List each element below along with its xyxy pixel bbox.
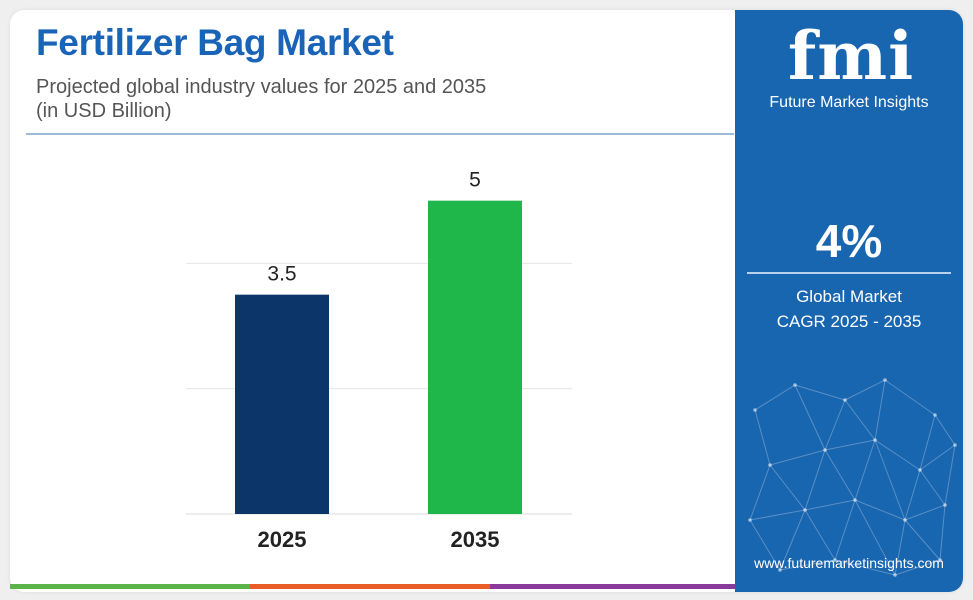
network-node: [823, 448, 827, 452]
network-line: [824, 399, 846, 451]
cagr-value: 4%: [815, 215, 883, 267]
network-node: [748, 518, 752, 522]
network-line: [804, 449, 826, 511]
bar-2035: [428, 200, 522, 514]
network-node: [903, 518, 907, 522]
network-line: [749, 519, 781, 571]
network-line: [804, 499, 856, 511]
network-node: [753, 408, 757, 412]
fmi-logo: fmi: [787, 17, 915, 95]
network-line: [904, 519, 941, 561]
page-title: Fertilizer Bag Market: [36, 22, 394, 63]
title-divider: [26, 133, 734, 135]
network-line: [804, 509, 836, 561]
network-line: [834, 559, 896, 576]
network-line: [904, 504, 946, 521]
network-line: [919, 469, 946, 506]
network-line: [824, 449, 856, 501]
network-line: [749, 509, 806, 521]
strip-segment: [490, 584, 735, 589]
network-node: [883, 378, 887, 382]
network-line: [874, 379, 886, 441]
network-node: [953, 443, 957, 447]
network-line: [779, 559, 836, 571]
network-node: [918, 468, 922, 472]
network-line: [934, 414, 956, 446]
network-line: [854, 439, 876, 501]
network-line: [874, 439, 921, 471]
network-node: [943, 503, 947, 507]
network-line: [944, 444, 956, 506]
network-line: [854, 499, 896, 576]
network-line: [754, 409, 771, 466]
network-line: [824, 439, 876, 451]
data-label-2035: 5: [469, 169, 481, 192]
strip-segment: [250, 584, 490, 589]
network-node: [933, 413, 937, 417]
network-line: [769, 464, 806, 511]
network-node: [843, 398, 847, 402]
network-node: [938, 558, 942, 562]
network-line: [749, 464, 771, 521]
network-line: [894, 559, 941, 576]
network-line: [779, 509, 806, 571]
network-decoration: [748, 378, 957, 577]
network-node: [853, 498, 857, 502]
network-line: [894, 519, 906, 576]
side-panel: fmi Future Market Insights 4% Global Mar…: [735, 10, 963, 592]
bar-2025: [235, 294, 329, 514]
network-node: [768, 463, 772, 467]
x-tick-label-2035: 2035: [451, 527, 500, 552]
network-node: [803, 508, 807, 512]
network-line: [939, 504, 946, 561]
network-line: [854, 499, 906, 521]
network-node: [873, 438, 877, 442]
subtitle: Projected global industry values for 202…: [36, 76, 487, 98]
x-tick-label-2025: 2025: [258, 527, 307, 552]
logo-tagline: Future Market Insights: [769, 94, 929, 111]
network-line: [794, 384, 846, 401]
network-node: [778, 568, 782, 572]
network-line: [834, 499, 856, 561]
subtitle-unit: (in USD Billion): [36, 100, 172, 122]
network-line: [919, 414, 936, 471]
bottom-color-strip: [10, 584, 735, 589]
bar-chart: 3.5 2025 5 2035: [186, 169, 572, 552]
cagr-period-label: CAGR 2025 - 2035: [776, 312, 922, 331]
network-line: [919, 444, 956, 471]
strip-segment: [10, 584, 250, 589]
network-node: [893, 573, 897, 577]
network-line: [844, 379, 886, 401]
network-line: [884, 379, 936, 416]
network-node: [793, 383, 797, 387]
network-line: [844, 399, 876, 441]
network-line: [769, 449, 826, 466]
network-line: [794, 384, 826, 451]
website-link[interactable]: www.futuremarketinsights.com: [754, 555, 944, 571]
data-label-2025: 3.5: [267, 263, 296, 286]
network-line: [904, 469, 921, 521]
network-line: [874, 439, 906, 521]
cagr-label: Global Market: [796, 287, 902, 306]
network-line: [754, 384, 796, 411]
network-node: [833, 558, 837, 562]
infographic-card: Fertilizer Bag Market Projected global i…: [10, 10, 963, 592]
cagr-divider: [747, 272, 951, 274]
